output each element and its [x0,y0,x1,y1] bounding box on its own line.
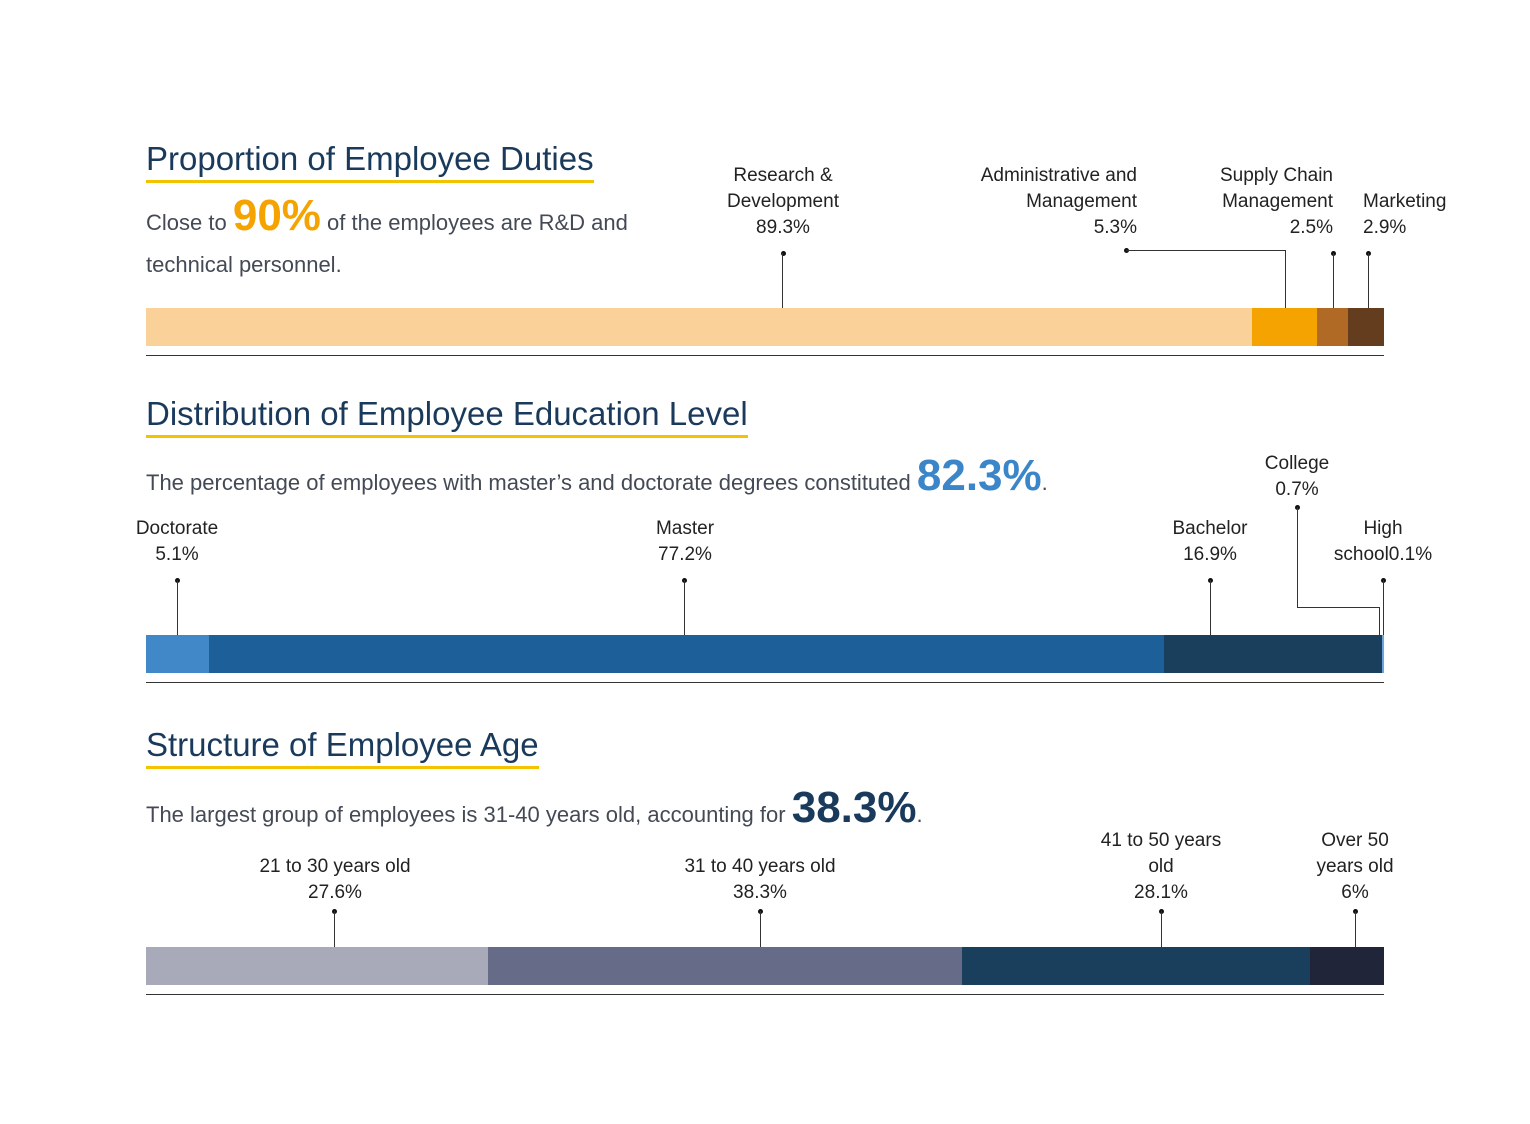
bar-segment [209,635,1165,673]
bar-segment [1317,308,1349,346]
baseline [146,682,1384,683]
leader-line [177,580,178,635]
leader-line [334,911,335,947]
label-admin: Administrative and Management 5.3% [980,165,1137,238]
age-title: Structure of Employee Age [146,726,539,769]
leader-line [1126,250,1285,251]
bar-segment [1382,635,1385,673]
leader-dot [781,251,786,256]
leader-line [1333,253,1334,308]
label-age-41-50: 41 to 50 years old 28.1% [1100,830,1222,903]
bar-segment [146,308,1252,346]
label-supply-chain: Supply Chain Management 2.5% [1219,165,1333,238]
age-highlight: 38.3% [791,783,917,832]
bar-segment [1309,947,1384,985]
leader-line [1297,607,1379,608]
leader-line [1383,580,1384,635]
bar-segment [146,947,488,985]
age-description: The largest group of employees is 31-40 … [146,783,923,832]
label-bachelor: Bachelor 16.9% [1172,518,1248,565]
education-title: Distribution of Employee Education Level [146,395,748,438]
education-description: The percentage of employees with master’… [146,451,1048,500]
baseline [146,355,1384,356]
bar-segment [487,947,962,985]
label-age-over-50: Over 50 years old 6% [1316,830,1394,903]
bar-segment [1348,308,1384,346]
bar-segment [1373,635,1383,673]
leader-line [1355,911,1356,947]
label-master: Master 77.2% [655,518,715,565]
leader-line [782,253,783,308]
label-age-31-40: 31 to 40 years old 38.3% [684,856,836,903]
label-high-school: High school0.1% [1333,518,1433,565]
bar-segment [146,635,210,673]
label-marketing: Marketing 2.9% [1363,191,1447,238]
bar-segment [1164,635,1374,673]
leader-line [1210,580,1211,635]
duties-description: Close to 90% of the employees are R&D an… [146,191,628,240]
leader-line [760,911,761,947]
duties-description-line2: technical personnel. [146,252,342,277]
leader-line [1285,250,1286,308]
label-age-21-30: 21 to 30 years old 27.6% [259,856,411,903]
age-bar [146,947,1384,985]
label-doctorate: Doctorate 5.1% [135,518,219,565]
label-college: College 0.7% [1264,453,1330,500]
duties-title: Proportion of Employee Duties [146,140,594,183]
baseline [146,994,1384,995]
leader-line [1297,507,1298,607]
leader-line [1379,607,1380,635]
leader-line [1368,253,1369,308]
label-rnd: Research & Development 89.3% [727,165,839,238]
leader-line [1161,911,1162,947]
duties-highlight: 90% [232,191,321,240]
duties-bar [146,308,1384,346]
bar-segment [961,947,1310,985]
bar-segment [1251,308,1318,346]
education-bar [146,635,1385,673]
leader-line [684,580,685,635]
education-highlight: 82.3% [916,451,1042,500]
